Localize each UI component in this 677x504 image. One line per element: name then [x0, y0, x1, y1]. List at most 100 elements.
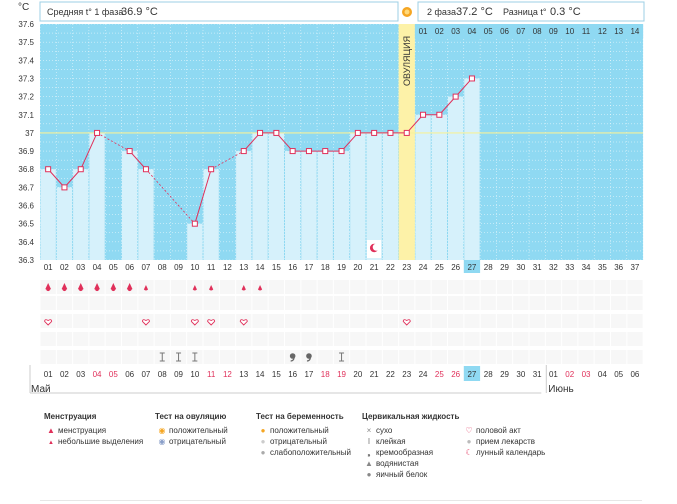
marker-cell [333, 280, 350, 294]
temp-point [420, 111, 427, 118]
post-ovulation-day: 11 [582, 27, 591, 36]
legend-item: отрицательный [270, 437, 327, 446]
phase1-value: 36.9 °C [121, 6, 158, 18]
temp-line-segment [243, 132, 261, 152]
temp-point [322, 148, 329, 155]
marker-cell [252, 350, 268, 364]
marker-cell [464, 296, 480, 310]
temp-point [208, 166, 215, 173]
weak-pregnancy-icon: ● [260, 448, 266, 457]
calendar-date: 01 [549, 370, 558, 379]
y-tick-label: 36.3 [18, 256, 34, 265]
marker-cell [545, 296, 562, 310]
marker-cell [415, 296, 431, 310]
marker-cell [496, 350, 513, 364]
marker-cell [464, 280, 480, 294]
small-drop-icon: ▲ [48, 440, 54, 446]
temp-point [289, 148, 296, 155]
calendar-date: 04 [598, 370, 607, 379]
y-tick-label: 36.8 [18, 165, 34, 174]
marker-cell [627, 314, 643, 328]
marker-cell [594, 280, 610, 294]
temp-bar [56, 187, 73, 260]
light-discharge-icon [209, 285, 214, 291]
calendar-date: 15 [272, 370, 281, 379]
moon-icon: ☾ [465, 448, 473, 457]
temp-bar [301, 151, 317, 260]
marker-cell [252, 332, 268, 346]
x-tick-label: 17 [304, 263, 313, 272]
ovulation-column [398, 24, 415, 260]
marker-cell [431, 296, 447, 310]
marker-cell [431, 332, 447, 346]
temp-bar [40, 169, 56, 260]
calendar-date: 25 [435, 370, 444, 379]
legend-item: сухо [376, 426, 393, 435]
post-ovulation-day: 04 [467, 27, 476, 36]
y-tick-label: 36.7 [18, 183, 34, 192]
phase1-label: Средняя t° 1 фаза [47, 7, 123, 17]
marker-cell [399, 280, 415, 294]
temp-bar [464, 78, 480, 260]
diff-label: Разница t° [503, 7, 547, 17]
highlight-day-cell [463, 260, 481, 273]
marker-cell [89, 350, 105, 364]
menstruation-drop-icon [111, 286, 116, 292]
marker-cell [496, 296, 513, 310]
marker-cell [122, 332, 138, 346]
sticky-icon [176, 352, 182, 362]
marker-cell [56, 332, 73, 346]
legend-item: кремообразная [376, 448, 434, 457]
marker-cell [219, 314, 236, 328]
temp-bar [268, 132, 284, 260]
y-tick-label: 37.1 [18, 111, 34, 120]
marker-cell [301, 332, 317, 346]
positive-test-icon: ◉ [158, 426, 166, 435]
calendar-date: 29 [500, 370, 509, 379]
marker-cell [122, 314, 138, 328]
marker-cell [594, 314, 610, 328]
heart-icon [207, 319, 216, 326]
marker-cell [448, 350, 464, 364]
marker-cell [529, 350, 545, 364]
x-tick-label: 11 [207, 263, 216, 272]
y-unit-label: °C [18, 2, 29, 13]
marker-cell [170, 280, 187, 294]
marker-cell [252, 296, 268, 310]
marker-cell [529, 314, 545, 328]
x-tick-label: 25 [435, 263, 444, 272]
marker-cell [513, 332, 529, 346]
temp-line-segment [129, 150, 147, 170]
legend-item: яичный белок [376, 470, 428, 479]
temp-bar [285, 151, 301, 260]
marker-cell [448, 314, 464, 328]
marker-cell [431, 314, 447, 328]
marker-cell [203, 332, 219, 346]
marker-cell [496, 332, 513, 346]
marker-cell [105, 296, 121, 310]
temp-bar [366, 132, 382, 260]
marker-cell [187, 296, 203, 310]
marker-cell [464, 314, 480, 328]
temp-point [305, 148, 312, 155]
marker-cell [627, 350, 643, 364]
temp-line-segment [80, 132, 98, 170]
calendar-date: 03 [582, 370, 591, 379]
post-ovulation-day: 05 [484, 27, 493, 36]
y-tick-label: 37 [25, 129, 34, 138]
calendar-date: 13 [239, 370, 248, 379]
marker-cell [480, 280, 496, 294]
heart-icon [190, 319, 199, 326]
temp-bar [431, 114, 447, 261]
marker-cell [317, 332, 333, 346]
calendar-date: 21 [370, 370, 379, 379]
x-tick-label: 13 [239, 263, 248, 272]
x-tick-label: 27 [467, 263, 476, 272]
marker-cell [366, 332, 382, 346]
menstruation-drop-icon [95, 286, 99, 292]
calendar-date: 05 [109, 370, 118, 379]
temp-line-segment [406, 114, 424, 134]
marker-cell [448, 296, 464, 310]
calendar-date: 06 [630, 370, 639, 379]
legend-item: менструация [58, 426, 107, 435]
